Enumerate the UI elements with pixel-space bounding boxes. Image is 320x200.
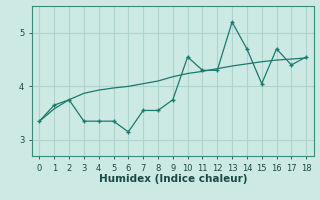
X-axis label: Humidex (Indice chaleur): Humidex (Indice chaleur)	[99, 174, 247, 184]
